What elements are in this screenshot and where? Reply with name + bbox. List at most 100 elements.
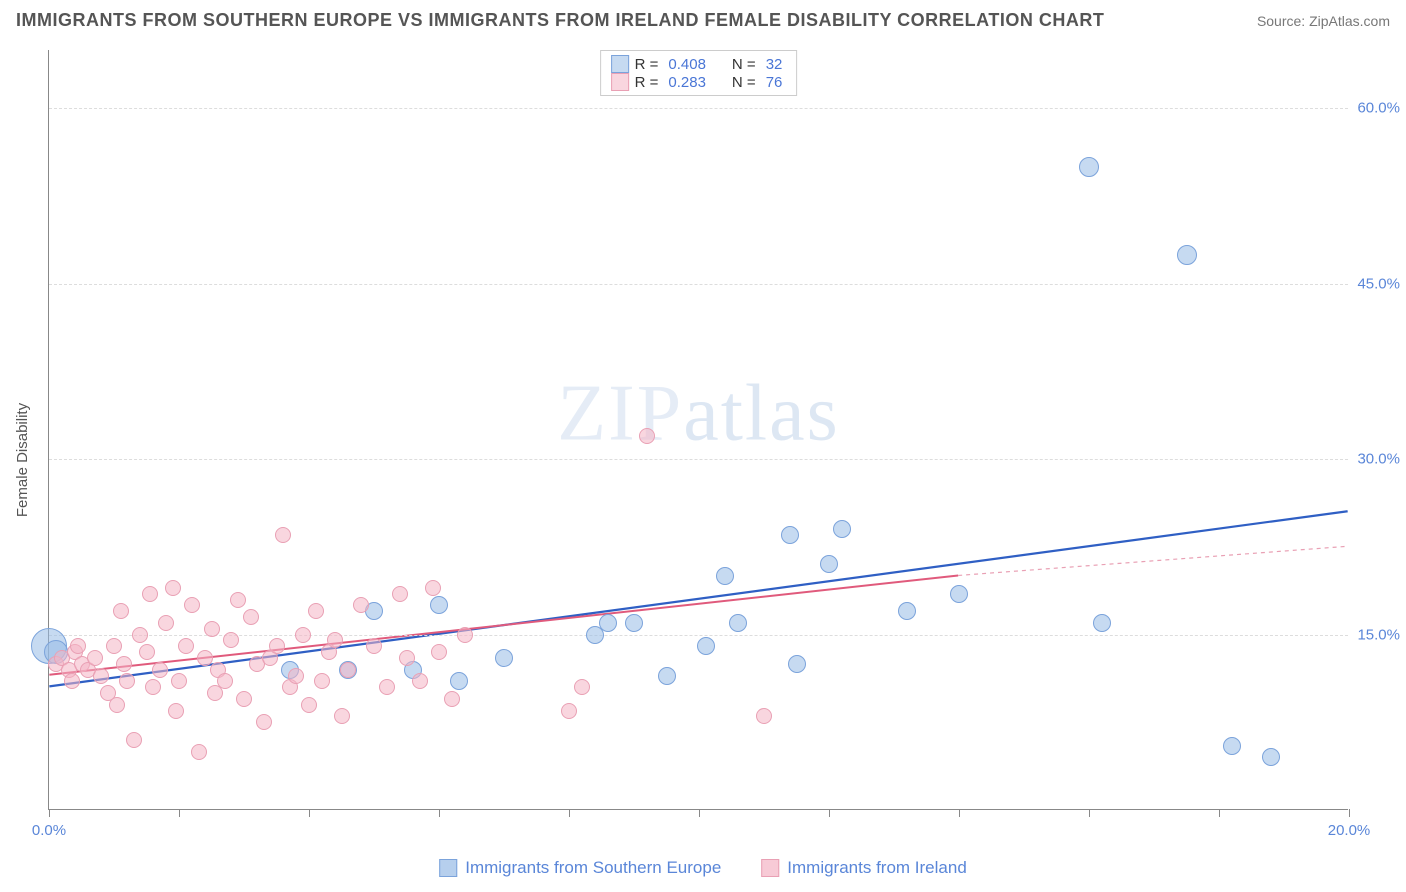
x-tick	[179, 809, 180, 817]
scatter-point	[334, 708, 350, 724]
scatter-point	[109, 697, 125, 713]
scatter-point	[658, 667, 676, 685]
scatter-point	[70, 638, 86, 654]
scatter-point	[599, 614, 617, 632]
scatter-point	[165, 580, 181, 596]
correlation-legend-row: R = 0.408 N = 32	[611, 55, 787, 73]
scatter-point	[158, 615, 174, 631]
scatter-point	[314, 673, 330, 689]
legend-label: Immigrants from Southern Europe	[465, 858, 721, 878]
legend-swatch	[611, 73, 629, 91]
gridline	[49, 459, 1348, 460]
scatter-point	[1093, 614, 1111, 632]
gridline	[49, 284, 1348, 285]
scatter-point	[379, 679, 395, 695]
n-value: 32	[766, 56, 783, 73]
x-tick	[699, 809, 700, 817]
x-tick	[439, 809, 440, 817]
x-tick	[1349, 809, 1350, 817]
legend-label: Immigrants from Ireland	[787, 858, 967, 878]
scatter-point	[950, 585, 968, 603]
scatter-point	[145, 679, 161, 695]
y-tick-label: 45.0%	[1357, 275, 1400, 292]
scatter-point	[788, 655, 806, 673]
n-label: N =	[732, 56, 756, 73]
scatter-point	[639, 428, 655, 444]
legend-swatch	[761, 859, 779, 877]
plot-area: ZIPatlas R =0.408N =32R =0.283N =76 15.0…	[48, 50, 1348, 810]
scatter-point	[139, 644, 155, 660]
scatter-point	[820, 555, 838, 573]
scatter-point	[93, 668, 109, 684]
x-tick	[49, 809, 50, 817]
scatter-point	[301, 697, 317, 713]
scatter-point	[430, 596, 448, 614]
scatter-point	[126, 732, 142, 748]
scatter-point	[729, 614, 747, 632]
scatter-point	[756, 708, 772, 724]
x-tick-label: 20.0%	[1328, 822, 1371, 839]
scatter-point	[1079, 157, 1099, 177]
chart-title: IMMIGRANTS FROM SOUTHERN EUROPE VS IMMIG…	[16, 10, 1104, 31]
scatter-point	[353, 597, 369, 613]
n-value: 76	[766, 74, 783, 91]
scatter-point	[833, 520, 851, 538]
scatter-point	[230, 592, 246, 608]
scatter-point	[87, 650, 103, 666]
r-label: R =	[635, 74, 659, 91]
legend-swatch	[611, 55, 629, 73]
y-axis-label: Female Disability	[14, 403, 31, 517]
source-label: Source: ZipAtlas.com	[1257, 13, 1390, 29]
gridline	[49, 108, 1348, 109]
scatter-point	[288, 668, 304, 684]
scatter-point	[119, 673, 135, 689]
legend-item: Immigrants from Southern Europe	[439, 858, 721, 878]
watermark: ZIPatlas	[557, 369, 840, 460]
scatter-point	[431, 644, 447, 660]
gridline	[49, 635, 1348, 636]
scatter-point	[64, 673, 80, 689]
scatter-point	[561, 703, 577, 719]
scatter-point	[308, 603, 324, 619]
scatter-point	[168, 703, 184, 719]
scatter-point	[327, 632, 343, 648]
scatter-point	[898, 602, 916, 620]
scatter-point	[366, 638, 382, 654]
scatter-point	[191, 744, 207, 760]
scatter-point	[178, 638, 194, 654]
x-tick-label: 0.0%	[32, 822, 66, 839]
y-tick-label: 30.0%	[1357, 451, 1400, 468]
scatter-point	[457, 627, 473, 643]
scatter-point	[197, 650, 213, 666]
scatter-point	[716, 567, 734, 585]
r-value: 0.408	[668, 56, 706, 73]
scatter-point	[1223, 737, 1241, 755]
correlation-legend-row: R =0.283N =76	[611, 73, 787, 91]
x-tick	[1089, 809, 1090, 817]
scatter-point	[184, 597, 200, 613]
scatter-point	[574, 679, 590, 695]
header: IMMIGRANTS FROM SOUTHERN EUROPE VS IMMIG…	[0, 0, 1406, 35]
n-label: N =	[732, 74, 756, 91]
scatter-point	[425, 580, 441, 596]
y-tick-label: 15.0%	[1357, 626, 1400, 643]
scatter-point	[781, 526, 799, 544]
x-tick	[569, 809, 570, 817]
scatter-point	[295, 627, 311, 643]
scatter-point	[204, 621, 220, 637]
legend-item: Immigrants from Ireland	[761, 858, 967, 878]
scatter-point	[340, 662, 356, 678]
scatter-point	[223, 632, 239, 648]
x-tick	[829, 809, 830, 817]
scatter-point	[256, 714, 272, 730]
scatter-point	[697, 637, 715, 655]
scatter-point	[152, 662, 168, 678]
scatter-point	[1177, 245, 1197, 265]
scatter-point	[450, 672, 468, 690]
scatter-point	[412, 673, 428, 689]
y-tick-label: 60.0%	[1357, 100, 1400, 117]
scatter-point	[132, 627, 148, 643]
r-label: R =	[635, 56, 659, 73]
scatter-point	[113, 603, 129, 619]
x-tick	[1219, 809, 1220, 817]
